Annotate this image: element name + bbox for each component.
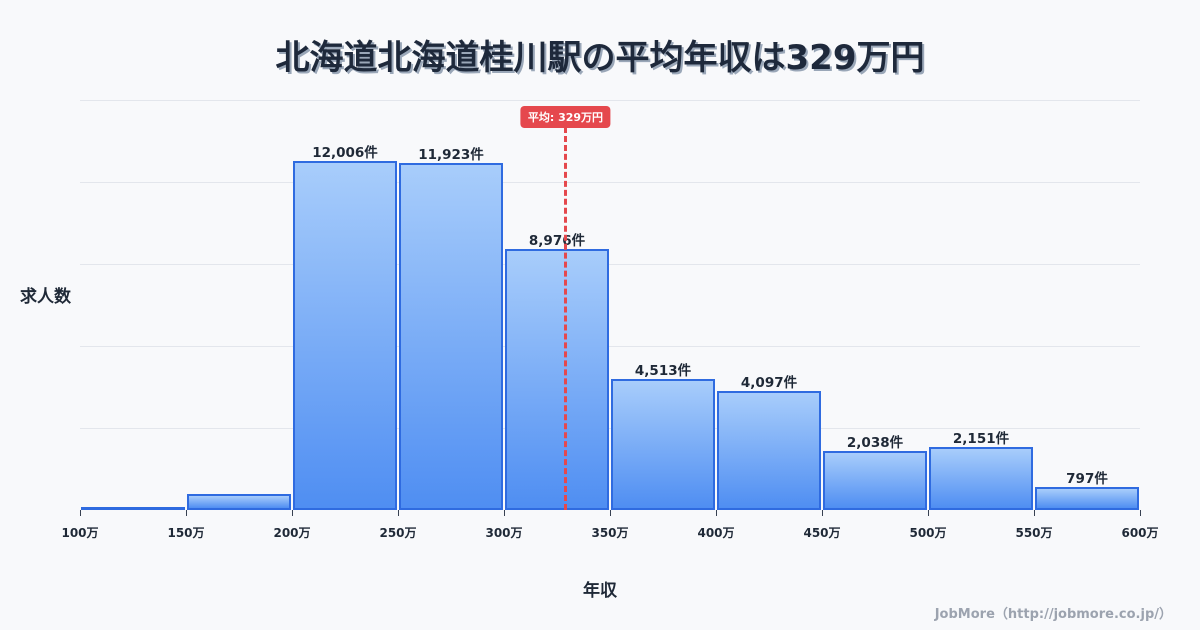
histogram-bar — [187, 494, 291, 510]
gridline — [80, 182, 1140, 183]
bar-value-label: 797件 — [1066, 470, 1108, 487]
histogram-bar — [611, 378, 715, 510]
histogram-bar — [81, 507, 185, 510]
x-tick-label: 150万 — [167, 526, 205, 540]
gridline — [80, 346, 1140, 347]
gridline — [80, 100, 1140, 101]
histogram-bar — [929, 447, 1033, 510]
bar-value-label: 4,097件 — [740, 374, 798, 391]
histogram-bar — [293, 160, 397, 510]
histogram-bar — [1035, 486, 1139, 510]
x-tick-label: 350万 — [591, 526, 629, 540]
x-tick — [398, 510, 399, 516]
bar-value-label: 2,151件 — [952, 431, 1010, 448]
x-tick — [716, 510, 717, 516]
histogram-bar — [717, 390, 821, 510]
bar-value-label: 12,006件 — [312, 144, 378, 161]
average-line — [563, 127, 567, 510]
bar-value-label: 2,038件 — [846, 434, 904, 451]
x-tick — [186, 510, 187, 516]
bar-value-label: 11,923件 — [418, 147, 484, 164]
chart-title: 北海道北海道桂川駅の平均年収は329万円 — [275, 38, 925, 78]
plot-area: 12,006件 11,923件 8,976件 4,513件 4,097件 2,038件 2,… — [61, 100, 1159, 540]
bar-value-label: 8,976件 — [528, 232, 586, 249]
bar-value-label: 4,513件 — [634, 362, 692, 379]
x-tick — [610, 510, 611, 516]
x-tick-label: 600万 — [1121, 526, 1159, 540]
x-tick-label: 300万 — [485, 526, 523, 540]
average-badge: 平均: 329万円 — [520, 106, 611, 128]
x-tick-label: 250万 — [379, 526, 417, 540]
x-tick-label: 450万 — [803, 526, 841, 540]
x-tick — [928, 510, 929, 516]
histogram-bar — [399, 163, 503, 510]
x-tick — [504, 510, 505, 516]
y-axis-label: 求人数 — [20, 287, 71, 307]
x-tick — [292, 510, 293, 516]
footer-credit: JobMore（http://jobmore.co.jp/） — [934, 607, 1172, 622]
x-tick-label: 400万 — [697, 526, 735, 540]
gridline — [80, 264, 1140, 265]
x-axis-label: 年収 — [583, 581, 617, 601]
x-tick-label: 550万 — [1015, 526, 1053, 540]
x-tick — [1034, 510, 1035, 516]
gridline — [80, 428, 1140, 429]
x-tick-label: 100万 — [61, 526, 99, 540]
x-tick — [822, 510, 823, 516]
x-tick — [80, 510, 81, 516]
x-tick-label: 200万 — [273, 526, 311, 540]
x-tick — [1140, 510, 1141, 516]
x-tick-label: 500万 — [909, 526, 947, 540]
histogram-bar — [505, 249, 609, 510]
histogram-bar — [823, 450, 927, 510]
